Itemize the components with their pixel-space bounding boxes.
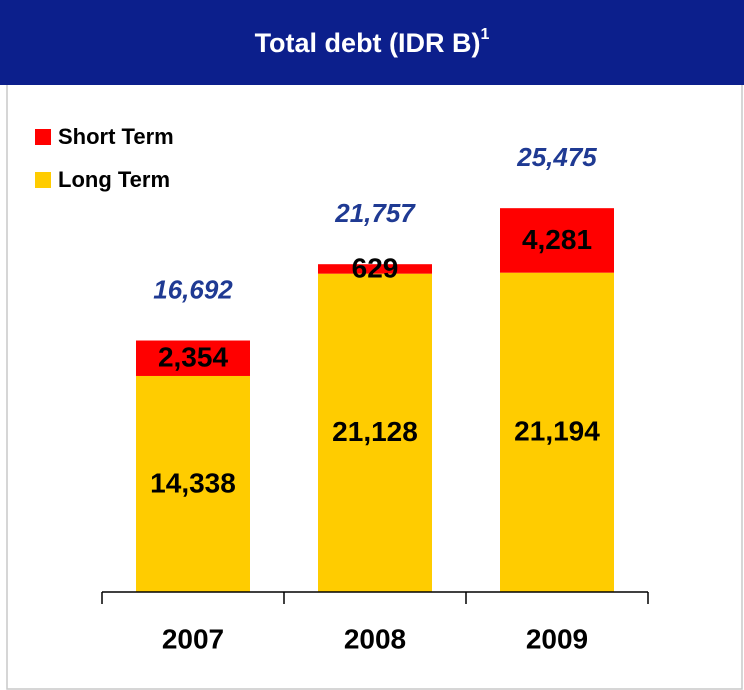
bar-segment (136, 375, 250, 592)
legend-label: Short Term (58, 124, 174, 149)
title-superscript: 1 (481, 26, 490, 43)
bar-segment (500, 208, 614, 273)
title-band (0, 0, 744, 85)
bar-segment (136, 340, 250, 376)
bar-segment (318, 264, 432, 274)
segment-label: 21,194 (514, 416, 600, 447)
x-tick-label: 2008 (344, 623, 406, 654)
legend-swatch (35, 129, 51, 145)
total-label: 21,757 (334, 198, 416, 228)
x-tick-label: 2009 (526, 623, 588, 654)
bar-segment (500, 272, 614, 592)
chart-title: Total debt (IDR B)1 (255, 26, 490, 58)
segment-label: 14,338 (150, 467, 236, 498)
segment-label: 4,281 (522, 224, 592, 255)
segment-label: 629 (352, 252, 399, 283)
title-text: Total debt (IDR B) (255, 28, 481, 58)
bar-segment (318, 273, 432, 592)
segment-label: 21,128 (332, 416, 418, 447)
segment-label: 2,354 (158, 342, 228, 373)
total-label: 16,692 (153, 274, 233, 304)
total-label: 25,475 (516, 142, 597, 172)
legend-swatch (35, 172, 51, 188)
x-tick-label: 2007 (162, 623, 224, 654)
legend-label: Long Term (58, 167, 170, 192)
